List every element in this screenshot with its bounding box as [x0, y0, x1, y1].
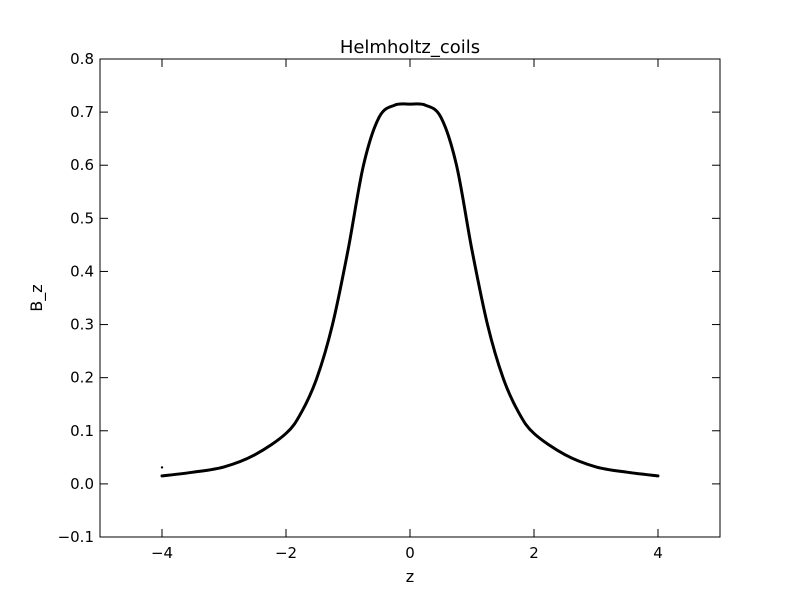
- chart-title: Helmholtz_coils: [340, 37, 480, 58]
- y-tick-label: 0.8: [70, 50, 94, 68]
- y-tick-label: 0.2: [70, 369, 94, 387]
- y-tick-label: 0.3: [70, 316, 94, 334]
- y-tick-label: 0.5: [70, 209, 94, 227]
- y-tick-label: 0.0: [70, 475, 94, 493]
- x-tick-label: −4: [151, 544, 173, 562]
- y-tick-label: 0.1: [70, 422, 94, 440]
- plot-area: −4 −2 0 2 4 −0.1 0.0 0.1 0.2 0.3 0.4 0.5 0.6 0.7 0.8: [58, 50, 721, 562]
- y-axis-label: B_z: [27, 284, 47, 311]
- series-line: [160, 102, 660, 478]
- x-tick-label: 2: [529, 544, 539, 562]
- y-tick-label: 0.4: [70, 262, 94, 280]
- y-tick-label: 0.6: [70, 156, 94, 174]
- x-tick-label: 0: [405, 544, 415, 562]
- x-tick-label: −2: [275, 544, 297, 562]
- y-tick-label: −0.1: [58, 528, 94, 546]
- x-tick-label: 4: [653, 544, 663, 562]
- y-tick-label: 0.7: [70, 103, 94, 121]
- x-axis-label: z: [406, 567, 414, 586]
- data-point: [160, 466, 164, 469]
- plot-frame: [99, 58, 721, 538]
